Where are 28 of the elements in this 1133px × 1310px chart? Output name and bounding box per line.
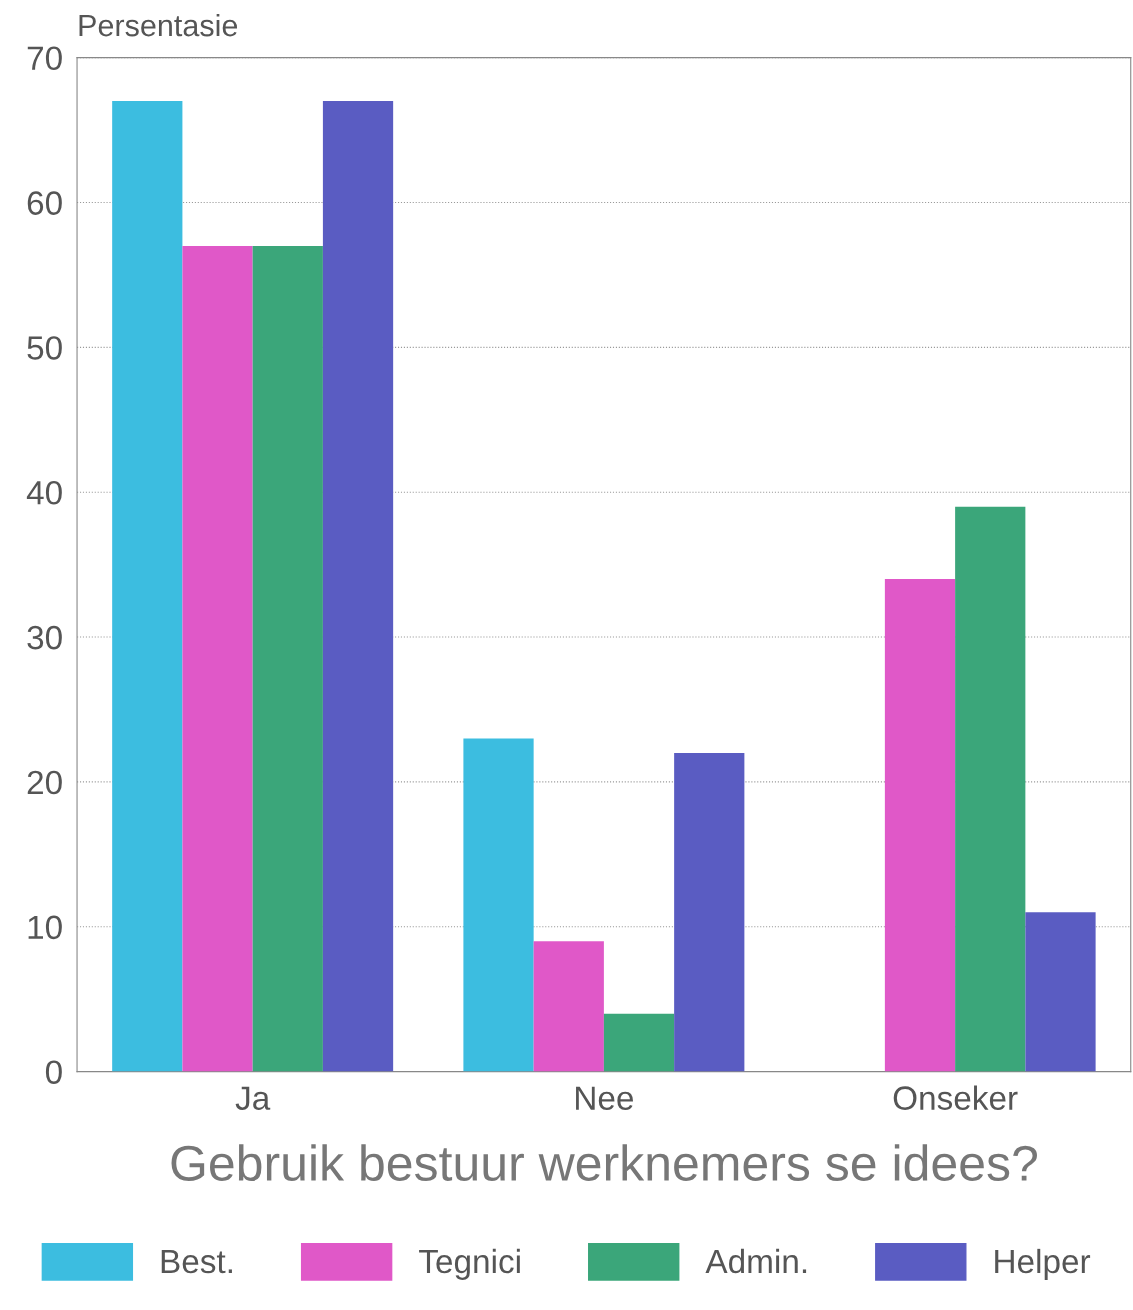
bar: [533, 941, 604, 1072]
bar: [112, 101, 183, 1072]
bar: [955, 506, 1026, 1072]
y-tick-label: 50: [27, 336, 62, 360]
y-tick-label: 30: [27, 625, 62, 650]
bar: [603, 1013, 675, 1072]
x-axis-title: Gebruik bestuur werknemers se idees?: [171, 1144, 1037, 1182]
y-tick-label: 20: [27, 770, 62, 795]
x-tick-label: Nee: [576, 1086, 633, 1110]
x-tick-label: Ja: [235, 1086, 271, 1110]
legend-label: Admin.: [705, 1248, 807, 1274]
bar: [182, 245, 253, 1072]
legend-label: Tegnici: [419, 1248, 520, 1280]
legend-label: Best.: [161, 1250, 232, 1274]
bar: [463, 738, 534, 1072]
y-axis-title: Persentasie: [79, 13, 238, 37]
bar: [884, 579, 956, 1072]
y-tick-label: 10: [28, 915, 62, 940]
bar: [322, 101, 394, 1072]
y-tick-label: 70: [27, 46, 62, 71]
y-tick-label: 40: [26, 480, 62, 505]
bar: [252, 245, 323, 1072]
bar: [1025, 912, 1096, 1072]
legend-label: Helper: [995, 1248, 1091, 1280]
x-tick-label: Onseker: [893, 1085, 1018, 1110]
y-tick-label: 60: [27, 191, 62, 215]
bar: [674, 752, 745, 1072]
y-tick-label: 0: [45, 1060, 62, 1084]
